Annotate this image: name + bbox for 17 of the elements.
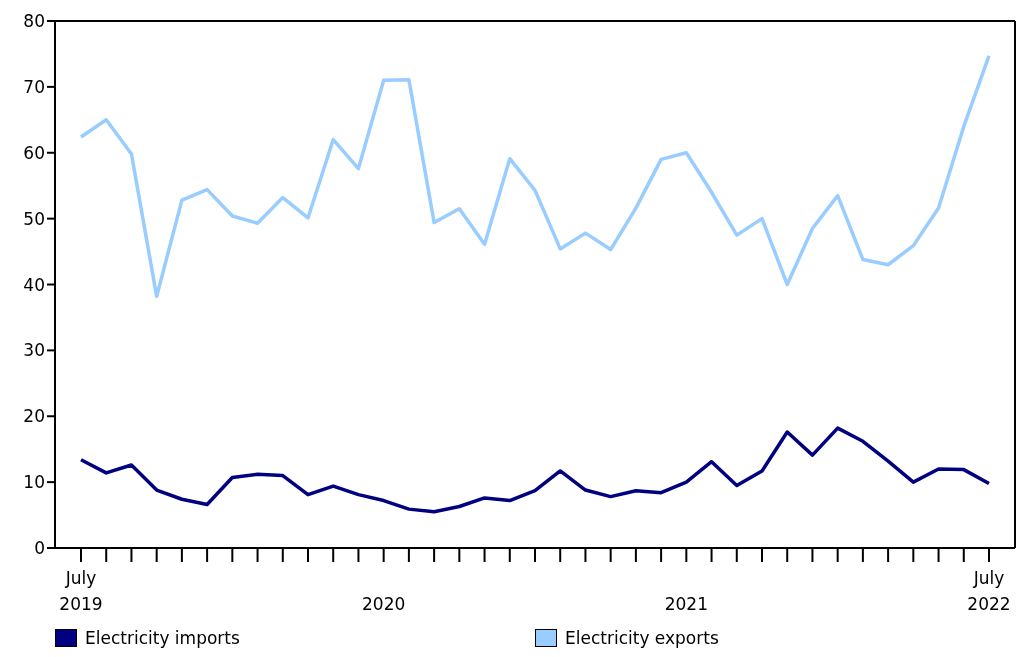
y-tick-label: 20 bbox=[23, 406, 45, 427]
x-tick-label: July 2022 bbox=[967, 568, 1011, 614]
y-tick-label: 50 bbox=[23, 208, 45, 229]
y-tick-label: 60 bbox=[23, 142, 45, 163]
y-tick-label: 30 bbox=[23, 340, 45, 361]
line-series bbox=[79, 426, 991, 514]
y-tick-label: 0 bbox=[34, 538, 45, 559]
x-tick-label: July 2019 bbox=[59, 568, 103, 614]
y-tick-label: 40 bbox=[23, 274, 45, 295]
x-tick-label: 2020 bbox=[362, 594, 406, 614]
x-tick-label: 2021 bbox=[664, 594, 708, 614]
y-tick-label: 70 bbox=[23, 76, 45, 97]
legend-label: Electricity imports bbox=[85, 628, 240, 648]
line-series bbox=[79, 54, 991, 299]
y-tick-label: 80 bbox=[23, 11, 45, 32]
y-tick-label: 10 bbox=[23, 472, 45, 493]
legend-label: Electricity exports bbox=[565, 628, 719, 648]
